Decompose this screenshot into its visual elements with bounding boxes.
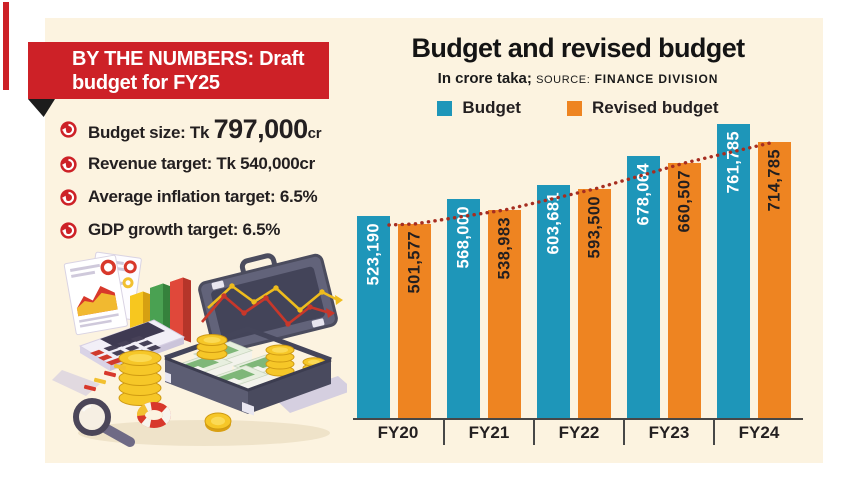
bar-revised-fy23: 660,507 <box>668 163 701 418</box>
gold-coins-icon <box>196 334 326 377</box>
value-label: 523,190 <box>364 223 382 286</box>
legend-swatch <box>437 100 453 116</box>
chart-legend: Budget Revised budget <box>353 98 803 118</box>
bullet-row: GDP growth target: 6.5% <box>60 215 360 245</box>
finance-illustration <box>52 251 347 447</box>
value-label: 714,785 <box>765 149 783 212</box>
bullet-row: Revenue target: Tk 540,000cr <box>60 149 360 179</box>
chart-subtitle: In crore taka; SOURCE: FINANCE DIVISION <box>353 70 803 87</box>
axis-label-fy24: FY24 <box>713 420 803 445</box>
value-label: 593,500 <box>585 196 603 259</box>
legend-label: Budget <box>462 98 521 117</box>
x-axis: FY20 FY21 FY22 FY23 FY24 <box>353 418 803 445</box>
value-label: 678,064 <box>634 163 652 226</box>
bullet-text: Budget size: Tk 797,000cr <box>88 113 322 144</box>
donut-chart-icon <box>137 402 171 428</box>
budget-size-value: 797,000 <box>213 113 309 144</box>
banner-line1: BY THE NUMBERS: Draft <box>72 48 305 70</box>
mat-left <box>52 370 100 396</box>
bar-revised-fy20: 501,577 <box>398 224 431 418</box>
plot-area: 523,190 501,577 568,000 538,983 603,681 593,5… <box>353 122 803 418</box>
value-label: 660,507 <box>675 170 693 233</box>
bar-budget-fy22: 603,681 <box>537 185 570 418</box>
trend-lines-icon <box>201 283 343 327</box>
value-label: 603,681 <box>544 192 562 255</box>
legend-label: Revised budget <box>591 98 719 117</box>
value-label: 501,577 <box>405 231 423 294</box>
briefcase-money-icon <box>164 253 343 416</box>
infobox-banner: BY THE NUMBERS: Draft budget for FY25 <box>28 42 329 99</box>
bar-budget-fy24: 761,785 <box>717 124 750 418</box>
value-label: 568,000 <box>454 206 472 269</box>
bar-revised-fy21: 538,983 <box>488 210 521 418</box>
red-accent-strip <box>3 2 9 90</box>
bar-revised-fy22: 593,500 <box>578 189 611 418</box>
bar-revised-fy24: 714,785 <box>758 142 791 418</box>
bullet-row: Budget size: Tk 797,000cr <box>60 112 360 146</box>
bullet-row: Average inflation target: 6.5% <box>60 182 360 212</box>
circular-arrow-icon <box>60 155 77 173</box>
ground-shadow <box>78 420 330 446</box>
bar-budget-fy20: 523,190 <box>357 216 390 418</box>
source-label: SOURCE: <box>536 74 591 86</box>
bar-budget-fy23: 678,064 <box>627 156 660 418</box>
value-label: 538,983 <box>495 217 513 280</box>
circular-arrow-icon <box>60 120 77 138</box>
source-name: FINANCE DIVISION <box>594 72 719 86</box>
chart-title: Budget and revised budget <box>411 33 745 63</box>
axis-label-fy21: FY21 <box>443 420 533 445</box>
legend-swatch <box>566 100 582 116</box>
axis-label-fy20: FY20 <box>377 423 419 442</box>
legend-item-revised-budget: Revised budget <box>566 98 719 118</box>
bullet-text: GDP growth target: 6.5% <box>88 220 281 239</box>
bullet-list: Budget size: Tk 797,000cr Revenue target:… <box>60 112 360 248</box>
banner-line2: budget for FY25 <box>72 72 220 94</box>
bullet-text: Average inflation target: 6.5% <box>88 187 318 206</box>
bullet-text: Revenue target: Tk 540,000cr <box>88 154 315 173</box>
single-coin-icon <box>204 412 232 432</box>
budget-size-unit: cr <box>307 124 322 142</box>
legend-item-budget: Budget <box>437 98 521 118</box>
chart-unit-label: In crore taka; <box>437 70 532 87</box>
axis-label-fy22: FY22 <box>533 420 623 445</box>
growth-steps-icon <box>83 363 127 392</box>
circular-arrow-icon <box>60 188 77 206</box>
report-documents-icon <box>63 251 142 336</box>
circular-arrow-icon <box>60 221 77 239</box>
magnifier-icon <box>73 398 135 447</box>
mat-right <box>274 376 347 413</box>
big-coin-stack-icon <box>118 350 162 406</box>
bar-budget-fy21: 568,000 <box>447 199 480 418</box>
value-label: 761,785 <box>724 131 742 194</box>
axis-label-fy23: FY23 <box>623 420 713 445</box>
